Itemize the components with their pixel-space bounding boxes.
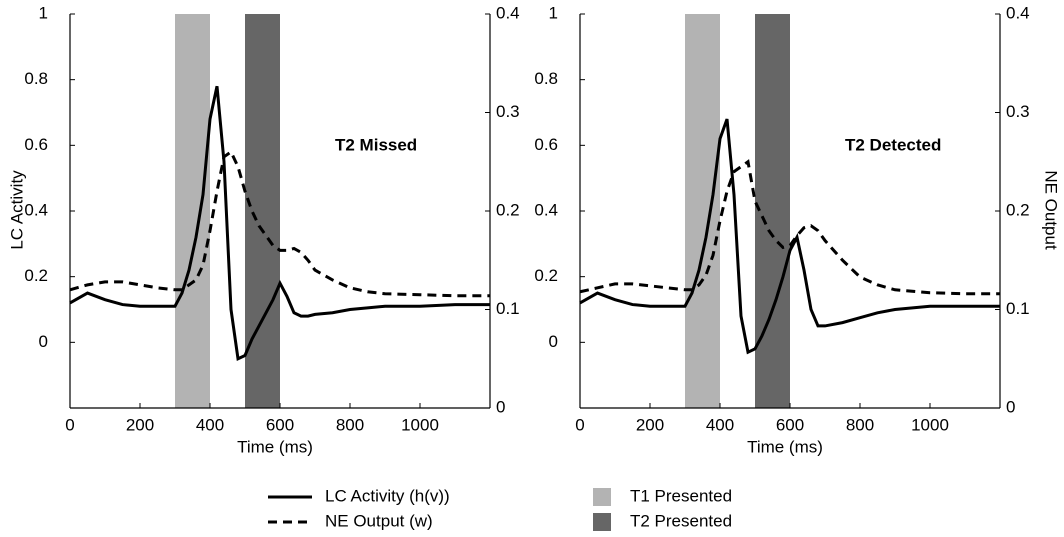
y2-tick-label: 0.2 bbox=[496, 200, 520, 219]
y-tick-label: 0.6 bbox=[534, 135, 558, 154]
x-tick-label: 200 bbox=[126, 415, 154, 434]
x-axis-label: Time (ms) bbox=[747, 437, 823, 456]
y2-tick-label: 0.3 bbox=[496, 102, 520, 121]
legend-label: NE Output (w) bbox=[325, 511, 433, 530]
legend-swatch bbox=[593, 488, 611, 506]
legend-swatch bbox=[593, 513, 611, 531]
y-tick-label: 0 bbox=[39, 332, 48, 351]
y-tick-label: 0.2 bbox=[534, 266, 558, 285]
series-line bbox=[69, 149, 490, 298]
x-tick-label: 0 bbox=[575, 415, 584, 434]
x-tick-label: 0 bbox=[65, 415, 74, 434]
y2-tick-label: 0 bbox=[496, 397, 505, 416]
x-tick-label: 600 bbox=[266, 415, 294, 434]
y-axis-label: LC Activity bbox=[7, 170, 26, 250]
x-tick-label: 800 bbox=[846, 415, 874, 434]
y2-tick-label: 0.4 bbox=[1006, 3, 1030, 22]
x-tick-label: 400 bbox=[196, 415, 224, 434]
y2-tick-label: 0 bbox=[1006, 397, 1015, 416]
legend-label: T2 Presented bbox=[630, 511, 732, 530]
shaded-region bbox=[245, 14, 280, 408]
x-tick-label: 600 bbox=[776, 415, 804, 434]
y-tick-label: 1 bbox=[39, 3, 48, 22]
series-line bbox=[579, 118, 1000, 355]
x-tick-label: 1000 bbox=[401, 415, 439, 434]
x-tick-label: 1000 bbox=[911, 415, 949, 434]
legend-label: T1 Presented bbox=[630, 486, 732, 505]
series-line bbox=[69, 85, 490, 361]
shaded-region bbox=[175, 14, 210, 408]
legend-label: LC Activity (h(v)) bbox=[325, 486, 450, 505]
x-tick-label: 800 bbox=[336, 415, 364, 434]
x-axis-label: Time (ms) bbox=[237, 437, 313, 456]
y2-axis-label: NE Output bbox=[1042, 170, 1061, 250]
y-tick-label: 0.4 bbox=[534, 200, 558, 219]
shaded-region bbox=[685, 14, 720, 408]
y-tick-label: 1 bbox=[549, 3, 558, 22]
y2-tick-label: 0.1 bbox=[1006, 299, 1030, 318]
x-tick-label: 400 bbox=[706, 415, 734, 434]
y2-tick-label: 0.2 bbox=[1006, 200, 1030, 219]
shaded-region bbox=[755, 14, 790, 408]
y-tick-label: 0.6 bbox=[24, 135, 48, 154]
y-tick-label: 0.2 bbox=[24, 266, 48, 285]
y2-tick-label: 0.4 bbox=[496, 3, 520, 22]
y-tick-label: 0.4 bbox=[24, 200, 48, 219]
y-tick-label: 0.8 bbox=[534, 69, 558, 88]
y-tick-label: 0.8 bbox=[24, 69, 48, 88]
annotation: T2 Missed bbox=[335, 135, 417, 154]
y-tick-label: 0 bbox=[549, 332, 558, 351]
y2-tick-label: 0.3 bbox=[1006, 102, 1030, 121]
annotation: T2 Detected bbox=[845, 135, 941, 154]
series-line bbox=[579, 159, 1000, 296]
y2-tick-label: 0.1 bbox=[496, 299, 520, 318]
x-tick-label: 200 bbox=[636, 415, 664, 434]
